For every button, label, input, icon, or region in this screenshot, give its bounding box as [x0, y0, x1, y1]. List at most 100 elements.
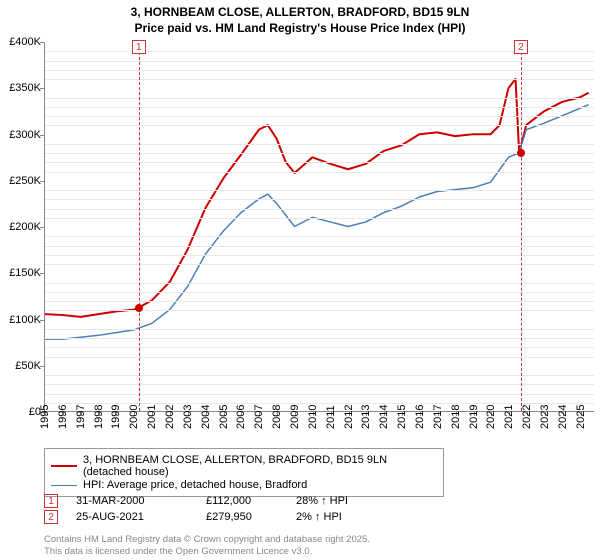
xtick-label: 2009 [289, 405, 301, 429]
grid-minor [45, 79, 594, 80]
grid-minor [45, 172, 594, 173]
event-date: 31-MAR-2000 [76, 495, 206, 507]
grid-minor [45, 375, 594, 376]
grid-minor [45, 199, 594, 200]
grid-minor [45, 209, 594, 210]
xtick-label: 2011 [325, 405, 337, 429]
legend-swatch [51, 465, 77, 467]
xtick-label: 2014 [378, 405, 390, 429]
legend-label: 3, HORNBEAM CLOSE, ALLERTON, BRADFORD, B… [83, 454, 437, 478]
ytick-label: £350K [9, 82, 45, 94]
xtick-label: 2001 [146, 405, 158, 429]
xtick-label: 2008 [271, 405, 283, 429]
xtick-label: 2002 [164, 405, 176, 429]
xtick-label: 1995 [39, 405, 51, 429]
ytick-label: £100K [9, 314, 45, 326]
xtick-label: 2020 [485, 405, 497, 429]
xtick-label: 2015 [396, 405, 408, 429]
grid-minor [45, 236, 594, 237]
event-delta: 28% ↑ HPI [296, 495, 396, 507]
event-marker [517, 149, 525, 157]
xtick-label: 2007 [253, 405, 265, 429]
grid-minor [45, 329, 594, 330]
grid-minor [45, 107, 594, 108]
xtick-label: 2022 [521, 405, 533, 429]
plot-area: £0£50K£100K£150K£200K£250K£300K£350K£400… [44, 42, 594, 412]
ytick-label: £200K [9, 221, 45, 233]
grid-minor [45, 51, 594, 52]
grid-minor [45, 190, 594, 191]
xtick-label: 2003 [182, 405, 194, 429]
event-table-row: 1 31-MAR-2000£112,00028% ↑ HPI [44, 494, 396, 508]
xtick-label: 2005 [218, 405, 230, 429]
ytick-label: £150K [9, 267, 45, 279]
xtick-label: 2019 [468, 405, 480, 429]
grid-minor [45, 70, 594, 71]
grid-minor [45, 246, 594, 247]
events-table: 1 31-MAR-2000£112,00028% ↑ HPI 2 25-AUG-202… [44, 492, 396, 526]
footer-attribution: Contains HM Land Registry data © Crown c… [44, 534, 370, 558]
xtick-label: 2013 [360, 405, 372, 429]
grid-minor [45, 116, 594, 117]
xtick-label: 2018 [450, 405, 462, 429]
xtick-label: 2010 [307, 405, 319, 429]
xtick-label: 2012 [343, 405, 355, 429]
xtick-label: 2017 [432, 405, 444, 429]
xtick-label: 2024 [557, 405, 569, 429]
grid-minor [45, 162, 594, 163]
grid-minor [45, 394, 594, 395]
xtick-label: 1998 [93, 405, 105, 429]
xtick-label: 2006 [235, 405, 247, 429]
grid-minor [45, 301, 594, 302]
xtick-label: 2016 [414, 405, 426, 429]
xtick-label: 2021 [503, 405, 515, 429]
grid-minor [45, 283, 594, 284]
grid-minor [45, 310, 594, 311]
event-table-row: 2 25-AUG-2021£279,9502% ↑ HPI [44, 510, 396, 524]
ytick-label: £300K [9, 129, 45, 141]
event-delta: 2% ↑ HPI [296, 511, 396, 523]
grid-minor [45, 98, 594, 99]
xtick-label: 1996 [57, 405, 69, 429]
grid-minor [45, 384, 594, 385]
legend-row: 3, HORNBEAM CLOSE, ALLERTON, BRADFORD, B… [51, 454, 437, 478]
series-hpi [45, 105, 589, 339]
grid-minor [45, 264, 594, 265]
grid-minor [45, 357, 594, 358]
grid-minor [45, 61, 594, 62]
grid-minor [45, 218, 594, 219]
xtick-label: 2004 [200, 405, 212, 429]
xtick-label: 2023 [539, 405, 551, 429]
event-price: £279,950 [206, 511, 296, 523]
title-line-2: Price paid vs. HM Land Registry's House … [0, 20, 600, 36]
title-line-1: 3, HORNBEAM CLOSE, ALLERTON, BRADFORD, B… [0, 4, 600, 20]
xtick-label: 1999 [110, 405, 122, 429]
grid-minor [45, 255, 594, 256]
grid-minor [45, 338, 594, 339]
grid-minor [45, 144, 594, 145]
xtick-label: 1997 [75, 405, 87, 429]
ytick-label: £400K [9, 36, 45, 48]
legend-label: HPI: Average price, detached house, Brad… [83, 479, 307, 491]
series-property [45, 79, 589, 317]
event-number-box: 2 [44, 510, 58, 524]
grid-minor [45, 153, 594, 154]
event-price: £112,000 [206, 495, 296, 507]
event-label-box: 1 [132, 40, 146, 54]
grid-minor [45, 125, 594, 126]
ytick-label: £250K [9, 175, 45, 187]
xtick-label: 2025 [575, 405, 587, 429]
grid-minor [45, 292, 594, 293]
footer-line-1: Contains HM Land Registry data © Crown c… [44, 534, 370, 546]
grid-minor [45, 347, 594, 348]
event-date: 25-AUG-2021 [76, 511, 206, 523]
legend-swatch [51, 485, 77, 486]
event-number-box: 1 [44, 494, 58, 508]
ytick-label: £50K [15, 360, 45, 372]
event-label-box: 2 [514, 40, 528, 54]
footer-line-2: This data is licensed under the Open Gov… [44, 546, 370, 558]
event-line [521, 42, 522, 411]
event-line [139, 42, 140, 411]
event-marker [135, 304, 143, 312]
legend: 3, HORNBEAM CLOSE, ALLERTON, BRADFORD, B… [44, 448, 444, 497]
